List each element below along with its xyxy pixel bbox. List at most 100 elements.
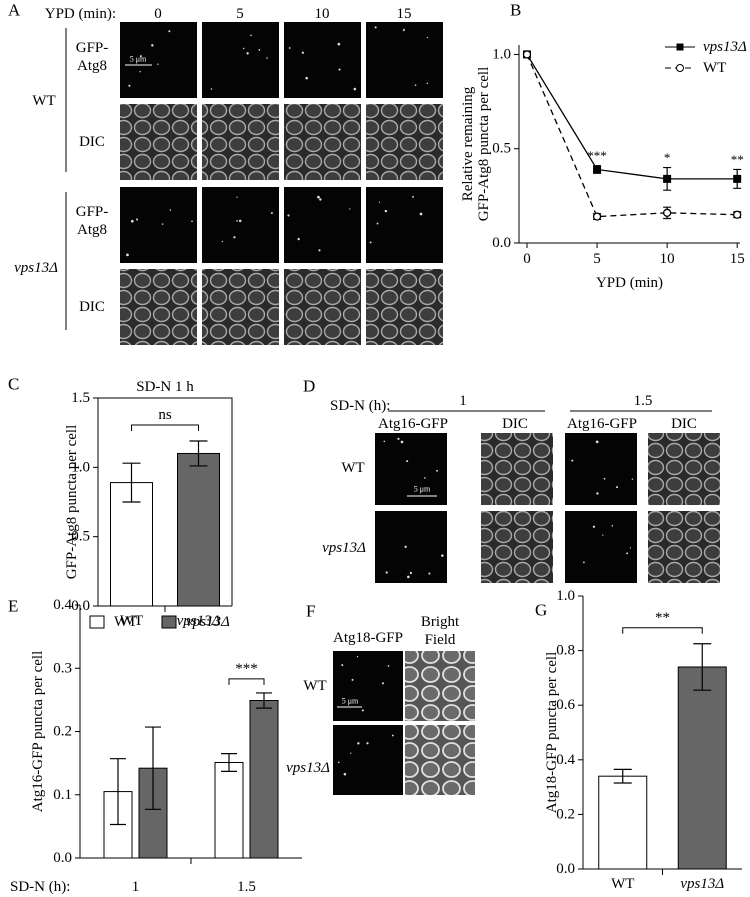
y-tick-label: 1.0 xyxy=(71,459,90,475)
puncta xyxy=(378,201,381,203)
x-axis-label: SD-N (h): xyxy=(10,879,70,895)
puncta xyxy=(151,44,154,47)
scale-bars: 5 μm 5 μm 5 μm xyxy=(125,55,437,708)
bar xyxy=(249,700,279,859)
puncta xyxy=(233,236,236,239)
micrograph xyxy=(366,269,443,345)
significance-bracket xyxy=(131,424,199,431)
channel-label: Bright xyxy=(421,614,460,630)
micrograph xyxy=(333,725,403,795)
puncta xyxy=(243,47,245,50)
micrograph xyxy=(565,511,637,583)
puncta xyxy=(366,742,369,745)
micrograph xyxy=(120,187,197,263)
legend-marker xyxy=(676,64,684,72)
axis-label: SD-N (h): xyxy=(330,398,390,414)
error-bar xyxy=(256,692,272,709)
puncta xyxy=(381,682,385,685)
puncta xyxy=(387,665,390,667)
legend-label: vps13Δ xyxy=(703,39,747,55)
panel-label: B xyxy=(510,1,521,20)
legend-label: vps13Δ xyxy=(186,614,230,630)
bar xyxy=(177,452,220,607)
micrograph xyxy=(375,433,447,505)
channel-label: DIC xyxy=(671,416,697,432)
y-tick-label: 0.0 xyxy=(53,850,72,866)
y-tick-label: 1.5 xyxy=(71,390,90,406)
significance-bracket xyxy=(622,627,703,634)
micrograph xyxy=(202,104,279,180)
bar xyxy=(110,482,153,607)
y-tick-label: 1.0 xyxy=(492,46,511,62)
row-label: DIC xyxy=(79,134,105,150)
puncta xyxy=(128,84,131,87)
y-tick-label: 0.4 xyxy=(53,597,72,613)
puncta xyxy=(428,572,431,575)
puncta xyxy=(338,68,341,71)
puncta xyxy=(611,525,614,527)
micrograph xyxy=(120,104,197,180)
puncta xyxy=(409,571,413,575)
scale-bar-label: 5 μm xyxy=(342,697,359,706)
puncta xyxy=(369,241,372,244)
row-label: Atg8 xyxy=(77,222,107,238)
puncta xyxy=(441,554,444,557)
puncta xyxy=(270,212,273,215)
puncta xyxy=(337,761,340,764)
y-tick-label: 0.1 xyxy=(53,787,72,803)
y-axis-label: GFP-Atg8 puncta per cell xyxy=(476,67,492,222)
puncta xyxy=(161,223,164,225)
legend-label: WT xyxy=(703,60,726,76)
puncta xyxy=(337,42,341,46)
scale-bar-label: 5 μm xyxy=(130,55,147,64)
row-label: vps13Δ xyxy=(286,760,330,776)
channel-label: Atg18-GFP xyxy=(333,630,403,646)
micrographs xyxy=(120,22,720,795)
puncta xyxy=(288,47,291,49)
marker xyxy=(733,174,742,183)
puncta xyxy=(592,525,596,528)
row-label: GFP- xyxy=(76,204,109,220)
puncta xyxy=(258,49,261,51)
line xyxy=(526,54,738,180)
puncta xyxy=(318,249,321,252)
micrograph xyxy=(375,511,447,583)
puncta xyxy=(400,440,404,444)
micrograph xyxy=(565,433,637,505)
significance-label: *** xyxy=(587,148,607,163)
x-tick-label: vps13Δ xyxy=(177,613,221,629)
legend-marker xyxy=(676,43,684,51)
significance-label: ** xyxy=(731,152,744,167)
puncta xyxy=(349,208,351,210)
panel-label: E xyxy=(8,597,18,616)
y-tick-label: 0.2 xyxy=(556,806,575,822)
puncta xyxy=(191,220,193,223)
puncta xyxy=(353,87,357,91)
puncta xyxy=(319,198,322,201)
y-axis-label: Relative remaining xyxy=(460,86,476,201)
puncta xyxy=(305,76,308,80)
bar xyxy=(677,666,727,870)
row-label: GFP- xyxy=(76,40,109,56)
y-tick-label: 0.0 xyxy=(556,861,575,877)
channel-label: Atg16-GFP xyxy=(378,416,448,432)
puncta xyxy=(250,34,252,37)
error-bar xyxy=(613,768,632,784)
puncta xyxy=(426,82,429,85)
puncta xyxy=(169,209,172,211)
channel-label: Atg16-GFP xyxy=(567,416,637,432)
y-tick-label: 0.8 xyxy=(556,643,575,659)
puncta xyxy=(397,437,400,440)
significance-label: *** xyxy=(235,661,258,677)
x-tick-label: 10 xyxy=(660,251,675,267)
micrograph xyxy=(120,269,197,345)
legend-label: WT xyxy=(114,614,137,630)
bar xyxy=(598,775,648,870)
puncta xyxy=(130,219,134,223)
timepoint: 1 xyxy=(459,393,467,409)
y-axis-label: GFP-Atg8 puncta per cell xyxy=(64,425,80,580)
micrograph xyxy=(333,651,403,721)
puncta xyxy=(266,57,268,59)
puncta xyxy=(629,547,632,549)
